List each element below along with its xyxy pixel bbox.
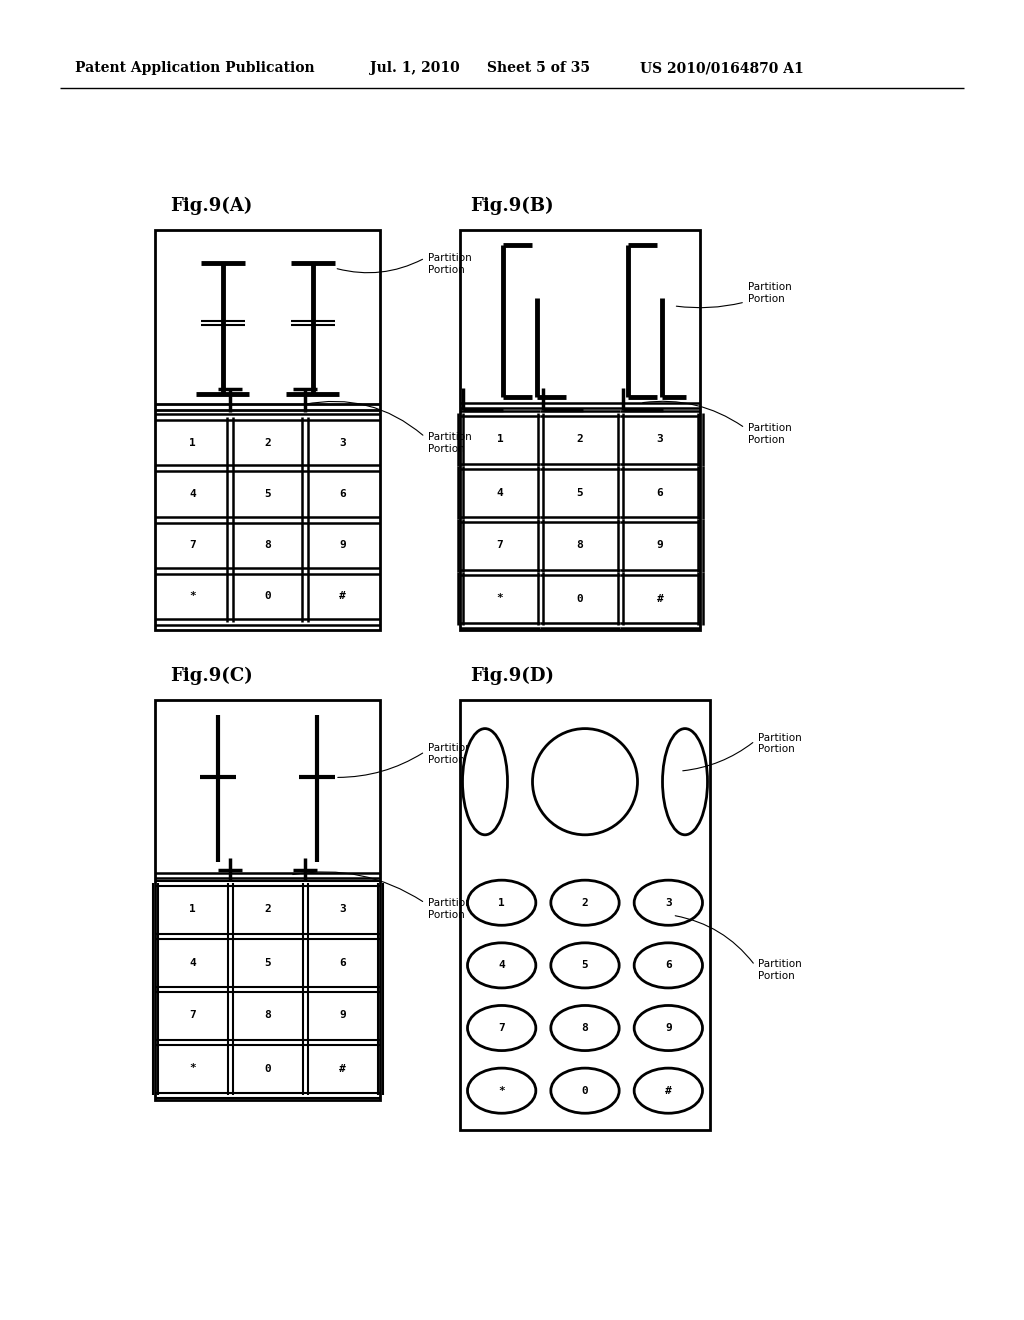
Text: 9: 9	[656, 540, 664, 550]
Text: 8: 8	[264, 1011, 271, 1020]
Text: 5: 5	[264, 488, 271, 499]
Text: 3: 3	[339, 904, 346, 915]
Text: 1: 1	[499, 898, 505, 908]
Text: 4: 4	[189, 957, 196, 968]
Ellipse shape	[634, 942, 702, 987]
Text: #: #	[339, 591, 346, 602]
Text: Patent Application Publication: Patent Application Publication	[75, 61, 314, 75]
Text: Partition
Portion: Partition Portion	[758, 960, 802, 981]
Text: 0: 0	[582, 1085, 589, 1096]
Ellipse shape	[634, 1068, 702, 1113]
Text: Partition
Portion: Partition Portion	[758, 733, 802, 754]
Text: 0: 0	[577, 594, 584, 603]
Ellipse shape	[468, 880, 536, 925]
Bar	[155, 700, 380, 1100]
Bar	[460, 700, 710, 1130]
Bar	[460, 230, 700, 630]
Text: 3: 3	[339, 438, 346, 447]
Text: 1: 1	[189, 904, 196, 915]
Ellipse shape	[468, 1068, 536, 1113]
Text: Partition
Portion: Partition Portion	[428, 743, 472, 764]
Text: 6: 6	[339, 957, 346, 968]
Text: 0: 0	[264, 591, 271, 602]
Text: 6: 6	[339, 488, 346, 499]
Text: 4: 4	[499, 961, 505, 970]
Text: 8: 8	[264, 540, 271, 550]
Text: Partition
Portion: Partition Portion	[748, 422, 792, 445]
Text: *: *	[499, 1085, 505, 1096]
Text: Jul. 1, 2010: Jul. 1, 2010	[370, 61, 460, 75]
Ellipse shape	[634, 880, 702, 925]
Text: 8: 8	[582, 1023, 589, 1034]
Text: 5: 5	[577, 487, 584, 498]
Text: 2: 2	[582, 898, 589, 908]
Ellipse shape	[663, 729, 708, 834]
Ellipse shape	[532, 729, 638, 834]
Text: *: *	[497, 594, 504, 603]
Text: 5: 5	[582, 961, 589, 970]
Text: 9: 9	[665, 1023, 672, 1034]
Ellipse shape	[551, 1068, 620, 1113]
Text: 8: 8	[577, 540, 584, 550]
Text: Fig.9(C): Fig.9(C)	[170, 667, 253, 685]
Ellipse shape	[468, 942, 536, 987]
Text: 7: 7	[189, 540, 196, 550]
Text: *: *	[189, 591, 196, 602]
Text: Sheet 5 of 35: Sheet 5 of 35	[487, 61, 590, 75]
Text: US 2010/0164870 A1: US 2010/0164870 A1	[640, 61, 804, 75]
Text: Partition
Portion: Partition Portion	[428, 253, 472, 275]
Text: Partition
Portion: Partition Portion	[428, 432, 472, 454]
Text: 3: 3	[656, 434, 664, 445]
Text: 7: 7	[189, 1011, 196, 1020]
Text: Fig.9(D): Fig.9(D)	[470, 667, 554, 685]
Text: 7: 7	[497, 540, 504, 550]
Text: #: #	[339, 1064, 346, 1073]
Text: 6: 6	[656, 487, 664, 498]
Text: #: #	[665, 1085, 672, 1096]
Text: Partition
Portion: Partition Portion	[748, 282, 792, 304]
Text: Partition
Portion: Partition Portion	[428, 898, 472, 920]
Text: 1: 1	[189, 438, 196, 447]
Text: 3: 3	[665, 898, 672, 908]
Text: Fig.9(B): Fig.9(B)	[470, 197, 554, 215]
Text: *: *	[189, 1064, 196, 1073]
Ellipse shape	[463, 729, 508, 834]
Text: 9: 9	[339, 1011, 346, 1020]
Text: 2: 2	[264, 438, 271, 447]
Text: 0: 0	[264, 1064, 271, 1073]
Ellipse shape	[551, 1006, 620, 1051]
Ellipse shape	[551, 880, 620, 925]
Text: 2: 2	[577, 434, 584, 445]
Ellipse shape	[468, 1006, 536, 1051]
Text: 6: 6	[665, 961, 672, 970]
Text: 7: 7	[499, 1023, 505, 1034]
Ellipse shape	[634, 1006, 702, 1051]
Text: Fig.9(A): Fig.9(A)	[170, 197, 252, 215]
Text: 4: 4	[189, 488, 196, 499]
Bar	[155, 230, 380, 630]
Text: 4: 4	[497, 487, 504, 498]
Text: 1: 1	[497, 434, 504, 445]
Text: 5: 5	[264, 957, 271, 968]
Text: 9: 9	[339, 540, 346, 550]
Text: #: #	[656, 594, 664, 603]
Text: 2: 2	[264, 904, 271, 915]
Ellipse shape	[551, 942, 620, 987]
